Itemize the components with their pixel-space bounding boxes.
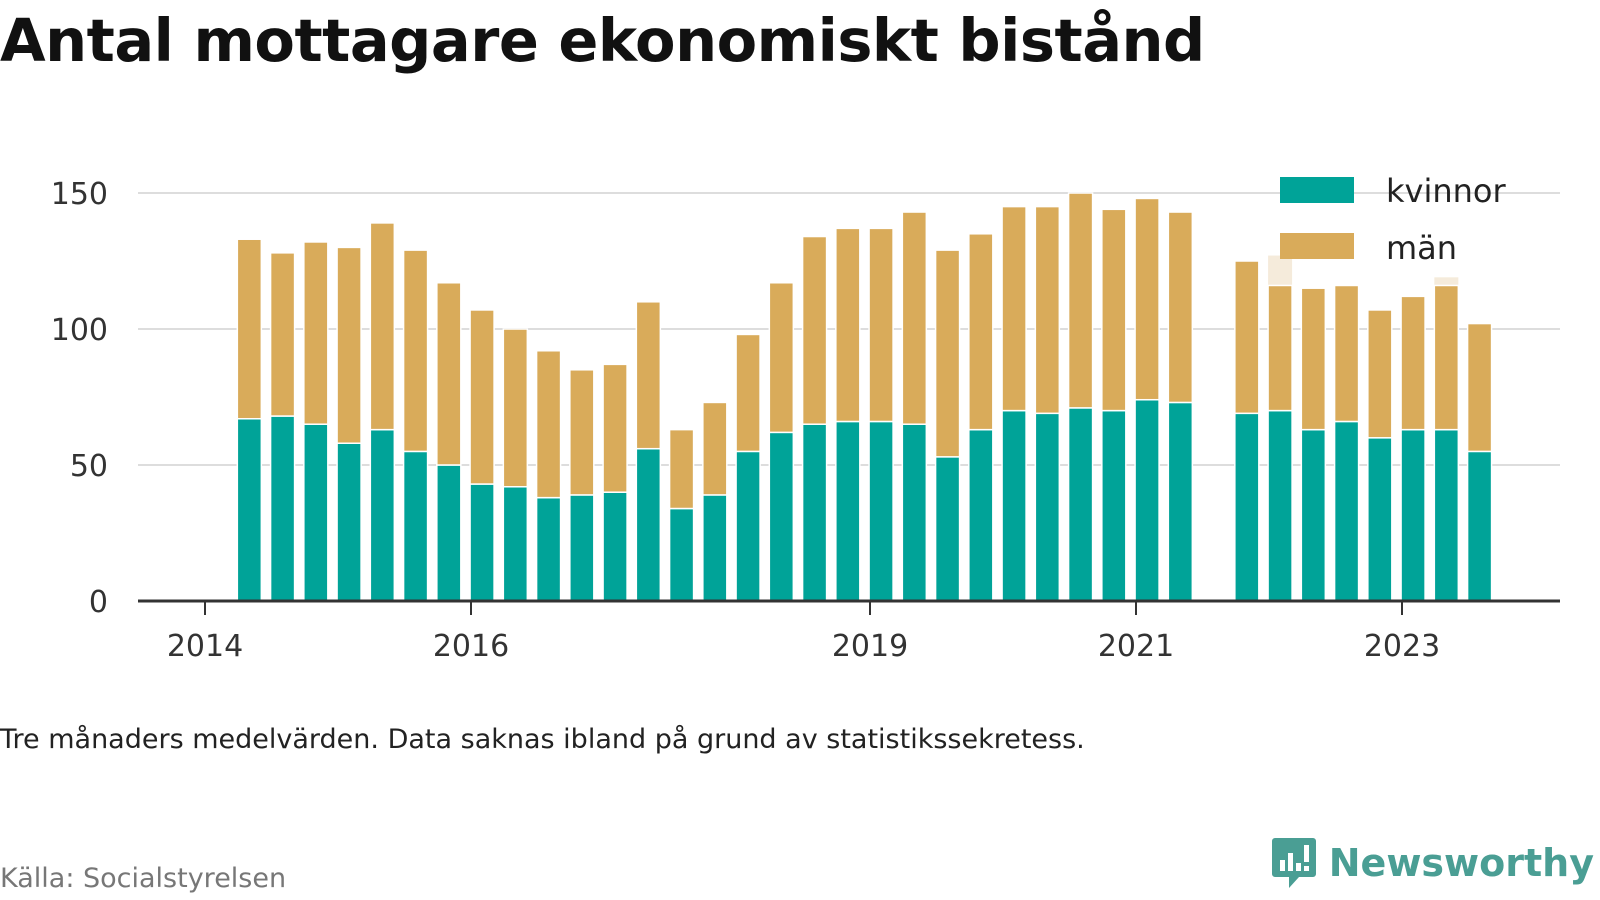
bar-kvinnor-2019-08	[934, 456, 961, 602]
bar-man-2021-11	[1234, 260, 1260, 415]
x-tick-label-2014: 2014	[167, 629, 243, 664]
bar-man-2014-05	[236, 238, 263, 420]
y-tick-label-100: 100	[51, 313, 108, 348]
bar-kvinnor-2017-08	[668, 507, 695, 602]
bar-man-2021-05	[1167, 211, 1194, 404]
x-tick-label-2023: 2023	[1364, 629, 1440, 664]
bar-kvinnor-2021-11	[1234, 412, 1260, 602]
bar-man-2014-08	[269, 252, 296, 417]
bar-man-2018-08	[801, 235, 828, 425]
bar-man-2019-08	[934, 249, 961, 458]
y-tick-label-50: 50	[70, 449, 108, 484]
bar-kvinnor-2017-02	[602, 491, 628, 602]
bar-man-2015-11	[436, 282, 462, 466]
legend-swatch-man	[1280, 233, 1354, 259]
x-tick-label-2021: 2021	[1098, 629, 1174, 664]
bar-kvinnor-2015-02	[336, 442, 362, 602]
bar-kvinnor-2020-08	[1067, 407, 1094, 602]
newsworthy-logo-icon	[1271, 838, 1316, 888]
bar-kvinnor-2016-08	[535, 496, 562, 602]
x-tick-label-2019: 2019	[832, 629, 908, 664]
bar-man-2017-05	[635, 301, 662, 450]
brand-logo[interactable]: Newsworthy	[1271, 836, 1594, 890]
x-tick-label-2016: 2016	[433, 629, 509, 664]
bar-man-2019-11	[968, 233, 994, 431]
bar-man-2017-02	[602, 363, 628, 493]
bar-kvinnor-2016-11	[569, 494, 595, 602]
bar-kvinnor-2018-05	[768, 431, 795, 602]
bar-man-2018-11	[835, 227, 861, 423]
bar-man-2018-05	[768, 282, 795, 434]
bar-kvinnor-2021-05	[1167, 401, 1194, 602]
bar-kvinnor-2019-05	[901, 423, 928, 602]
bar-man-2015-02	[336, 246, 362, 444]
y-tick-label-0: 0	[89, 585, 108, 620]
bar-man-2022-02	[1267, 284, 1293, 412]
bar-kvinnor-2014-08	[269, 415, 296, 602]
bar-man-2016-11	[569, 369, 595, 496]
bar-kvinnor-2022-05	[1300, 428, 1327, 602]
stacked-bar-chart: 0 50 100 150 2014 2016 2019 2021 2023 kvinnor mä…	[51, 172, 1560, 664]
bar-man-2016-08	[535, 350, 562, 499]
bar-kvinnor-2016-05	[502, 486, 529, 602]
legend-label-man: män	[1386, 229, 1457, 267]
bar-kvinnor-2019-11	[968, 428, 994, 602]
bar-man-2021-02	[1134, 197, 1160, 401]
bar-kvinnor-2017-05	[635, 447, 662, 602]
bar-man-2022-11	[1367, 309, 1393, 439]
bar-kvinnor-2018-02	[735, 450, 761, 602]
bar-kvinnor-2018-08	[801, 423, 828, 602]
bar-man-2016-05	[502, 328, 529, 488]
bar-kvinnor-2021-02	[1134, 398, 1160, 602]
bar-kvinnor-2015-08	[402, 450, 429, 602]
bar-man-2023-02	[1400, 295, 1426, 431]
bar-man-2020-11	[1101, 208, 1127, 412]
bar-man-2017-08	[668, 428, 695, 510]
chart-title: Antal mottagare ekonomiskt bistånd	[0, 6, 1205, 75]
bar-kvinnor-2017-11	[702, 494, 728, 602]
bar-man-2014-11	[303, 241, 329, 425]
bar-kvinnor-2020-05	[1034, 412, 1061, 602]
bar-kvinnor-2022-11	[1367, 437, 1393, 602]
bar-kvinnor-2023-08	[1466, 450, 1493, 602]
bar-man-2015-05	[369, 222, 396, 431]
bar-man-2019-05	[901, 211, 928, 425]
bar-kvinnor-2023-02	[1400, 428, 1426, 602]
bar-kvinnor-2014-11	[303, 423, 329, 602]
bar-man-2023-05	[1433, 284, 1460, 431]
legend-label-kvinnor: kvinnor	[1386, 172, 1507, 210]
bar-man-2020-02	[1001, 205, 1027, 412]
bar-man-2019-02	[868, 227, 894, 423]
bars	[236, 192, 1493, 602]
bar-man-2023-08	[1466, 322, 1493, 453]
bar-man-2018-02	[735, 333, 761, 453]
bar-man-2015-08	[402, 249, 429, 453]
source-credit: Källa: Socialstyrelsen	[0, 863, 287, 894]
chart-note: Tre månaders medelvärden. Data saknas ib…	[0, 724, 1085, 755]
bar-kvinnor-2022-08	[1333, 420, 1360, 602]
bar-kvinnor-2018-11	[835, 420, 861, 602]
bar-kvinnor-2022-02	[1267, 409, 1293, 602]
bar-kvinnor-2015-11	[436, 464, 462, 602]
bar-man-2017-11	[702, 401, 728, 496]
legend-swatch-kvinnor	[1280, 177, 1354, 203]
bar-kvinnor-2015-05	[369, 428, 396, 602]
bar-kvinnor-2020-11	[1101, 409, 1127, 602]
bar-man-2020-08	[1067, 192, 1094, 409]
bar-man-2022-05	[1300, 287, 1327, 431]
bar-kvinnor-2016-02	[469, 483, 495, 602]
bar-man-2020-05	[1034, 205, 1061, 415]
bar-man-2022-08	[1333, 284, 1360, 423]
bar-kvinnor-2020-02	[1001, 409, 1027, 602]
axes: 0 50 100 150 2014 2016 2019 2021 2023	[51, 177, 1560, 664]
bar-kvinnor-2019-02	[868, 420, 894, 602]
y-tick-label-150: 150	[51, 177, 108, 212]
legend: kvinnor män	[1280, 172, 1507, 267]
brand-name: Newsworthy	[1328, 841, 1594, 885]
bar-kvinnor-2014-05	[236, 418, 263, 602]
bar-kvinnor-2023-05	[1433, 428, 1460, 602]
bar-man-2016-02	[469, 309, 495, 485]
